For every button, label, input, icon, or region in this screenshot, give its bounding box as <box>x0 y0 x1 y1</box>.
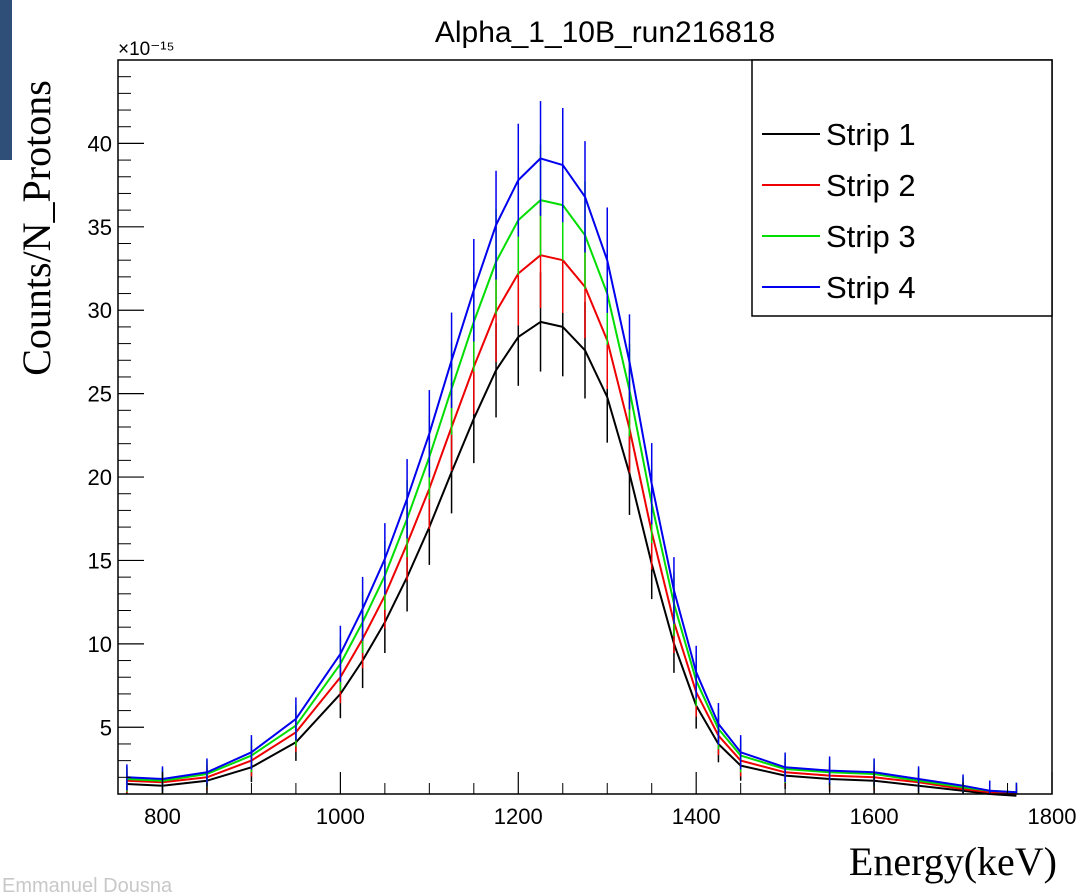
x-tick-label: 1800 <box>1028 804 1077 829</box>
x-axis-label: Energy(keV) <box>849 839 1057 884</box>
legend: Strip 1 Strip 2 Strip 3 Strip 4 <box>751 59 1053 317</box>
legend-label-strip-2: Strip 2 <box>826 168 916 203</box>
x-tick-label: 1400 <box>672 804 721 829</box>
y-tick-label: 5 <box>100 715 112 740</box>
x-tick-label: 1000 <box>316 804 365 829</box>
footer-text: Emmanuel Dousna <box>2 875 173 892</box>
y-axis-label: Counts/N_Protons <box>14 80 59 376</box>
y-tick-label: 40 <box>88 131 112 156</box>
y-tick-label: 25 <box>88 382 112 407</box>
legend-box <box>751 59 1053 317</box>
x-tick-label: 1200 <box>494 804 543 829</box>
legend-label-strip-3: Strip 3 <box>826 219 916 254</box>
y-tick-label: 35 <box>88 215 112 240</box>
x-tick-label: 800 <box>144 804 181 829</box>
y-tick-label: 20 <box>88 465 112 490</box>
y-tick-label: 10 <box>88 632 112 657</box>
chart-title: Alpha_1_10B_run216818 <box>435 16 775 49</box>
slide-edge-bar <box>0 0 12 160</box>
series-line-strip-1 <box>126 320 1017 797</box>
x-tick-label: 1600 <box>850 804 899 829</box>
legend-label-strip-1: Strip 1 <box>826 117 916 152</box>
y-tick-label: 15 <box>88 548 112 573</box>
y-tick-label: 30 <box>88 298 112 323</box>
legend-label-strip-4: Strip 4 <box>826 270 916 305</box>
y-multiplier: ×10⁻¹⁵ <box>118 39 174 60</box>
